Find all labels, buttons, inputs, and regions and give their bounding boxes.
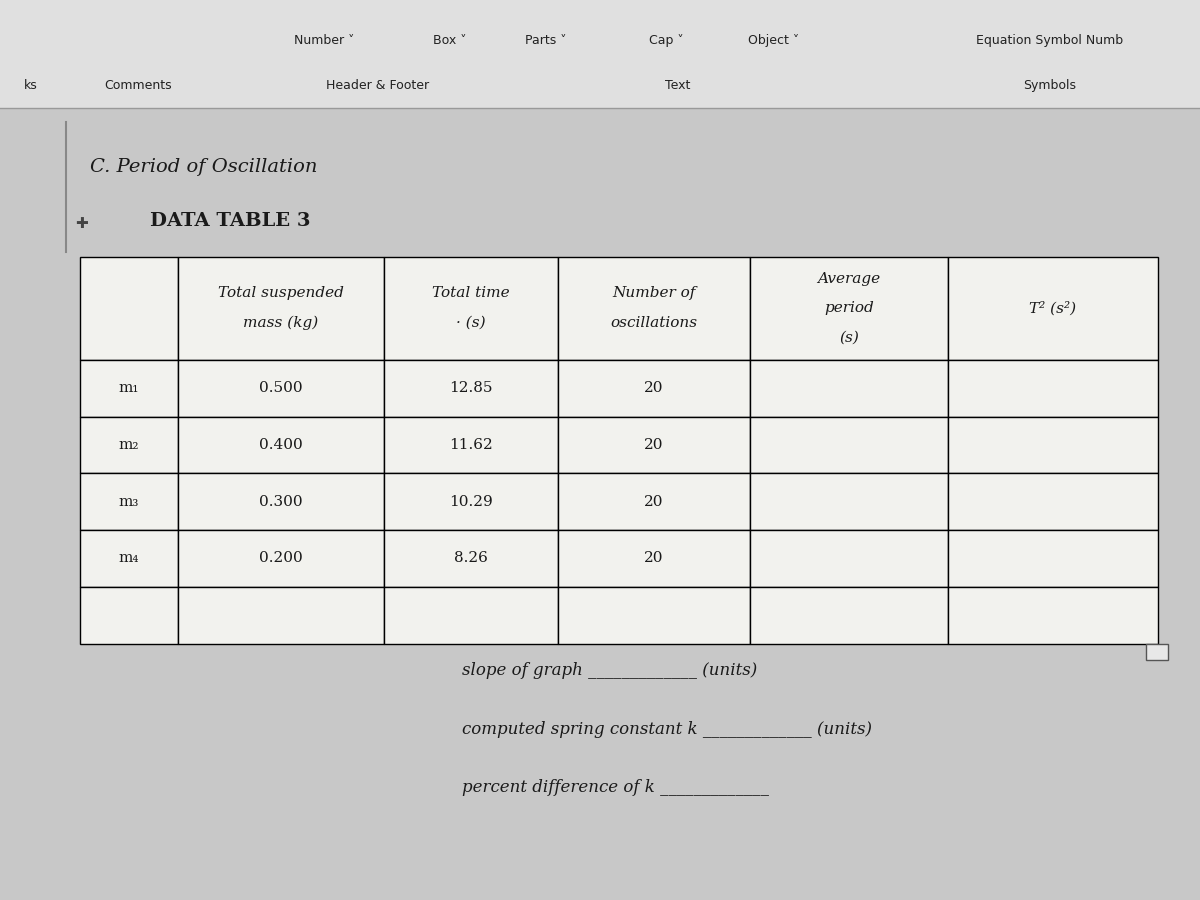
- Text: 10.29: 10.29: [449, 495, 493, 508]
- Bar: [80, 360, 178, 417]
- Text: 20: 20: [644, 438, 664, 452]
- Text: percent difference of k _____________: percent difference of k _____________: [462, 779, 769, 796]
- Text: Number of: Number of: [612, 286, 696, 301]
- Text: Comments: Comments: [104, 79, 172, 92]
- Bar: [948, 360, 1158, 417]
- Text: m₃: m₃: [119, 495, 139, 508]
- Bar: [750, 256, 948, 360]
- Text: Box ˅: Box ˅: [433, 34, 467, 47]
- Bar: [80, 473, 178, 530]
- Text: Text: Text: [665, 79, 691, 92]
- Bar: [948, 256, 1158, 360]
- Text: ✚: ✚: [76, 216, 88, 230]
- Bar: [178, 360, 384, 417]
- Bar: [178, 256, 384, 360]
- Bar: [750, 587, 948, 644]
- Text: T² (s²): T² (s²): [1030, 302, 1076, 315]
- Text: 20: 20: [644, 495, 664, 508]
- Bar: [80, 256, 178, 360]
- Bar: [948, 473, 1158, 530]
- Bar: [750, 360, 948, 417]
- Text: period: period: [824, 302, 874, 315]
- Bar: [558, 473, 750, 530]
- Bar: [384, 417, 558, 473]
- Text: 20: 20: [644, 382, 664, 395]
- Bar: [178, 587, 384, 644]
- Bar: [750, 417, 948, 473]
- Bar: [80, 530, 178, 587]
- Bar: [384, 587, 558, 644]
- FancyBboxPatch shape: [0, 0, 1200, 108]
- Text: mass (kg): mass (kg): [244, 316, 318, 330]
- Bar: [80, 587, 178, 644]
- Text: Parts ˅: Parts ˅: [526, 34, 566, 47]
- Bar: [750, 473, 948, 530]
- Text: 0.200: 0.200: [259, 552, 302, 565]
- Bar: [178, 473, 384, 530]
- Text: Average: Average: [817, 272, 881, 285]
- Text: 11.62: 11.62: [449, 438, 493, 452]
- Text: · (s): · (s): [456, 316, 486, 330]
- Bar: [558, 530, 750, 587]
- Text: computed spring constant k _____________ (units): computed spring constant k _____________…: [462, 721, 872, 737]
- Text: C. Period of Oscillation: C. Period of Oscillation: [90, 158, 317, 176]
- Text: 20: 20: [644, 552, 664, 565]
- Bar: [558, 417, 750, 473]
- Text: 8.26: 8.26: [454, 552, 488, 565]
- Text: DATA TABLE 3: DATA TABLE 3: [150, 212, 311, 230]
- Text: Symbols: Symbols: [1024, 79, 1076, 92]
- Bar: [948, 587, 1158, 644]
- Text: m₂: m₂: [119, 438, 139, 452]
- Text: 0.300: 0.300: [259, 495, 302, 508]
- Bar: [558, 360, 750, 417]
- Bar: [178, 417, 384, 473]
- Text: 0.500: 0.500: [259, 382, 302, 395]
- Text: Equation Symbol Numb: Equation Symbol Numb: [977, 34, 1123, 47]
- Bar: [750, 530, 948, 587]
- Text: Cap ˅: Cap ˅: [649, 34, 683, 47]
- Text: (s): (s): [839, 331, 859, 345]
- Bar: [384, 530, 558, 587]
- Text: Number ˅: Number ˅: [294, 34, 354, 47]
- Text: Total suspended: Total suspended: [218, 286, 343, 301]
- Bar: [948, 417, 1158, 473]
- Bar: [384, 473, 558, 530]
- Bar: [558, 256, 750, 360]
- Text: Object ˅: Object ˅: [749, 34, 799, 47]
- Text: ks: ks: [24, 79, 37, 92]
- Text: slope of graph _____________ (units): slope of graph _____________ (units): [462, 662, 757, 679]
- Text: Total time: Total time: [432, 286, 510, 301]
- Bar: [558, 587, 750, 644]
- Bar: [384, 360, 558, 417]
- Text: m₁: m₁: [119, 382, 139, 395]
- Bar: [948, 530, 1158, 587]
- Bar: [80, 417, 178, 473]
- Bar: [178, 530, 384, 587]
- Text: oscillations: oscillations: [611, 316, 697, 330]
- Text: 0.400: 0.400: [259, 438, 302, 452]
- Bar: [384, 256, 558, 360]
- Text: Header & Footer: Header & Footer: [326, 79, 430, 92]
- Text: m₄: m₄: [119, 552, 139, 565]
- Text: 12.85: 12.85: [449, 382, 493, 395]
- Bar: [1146, 644, 1168, 660]
